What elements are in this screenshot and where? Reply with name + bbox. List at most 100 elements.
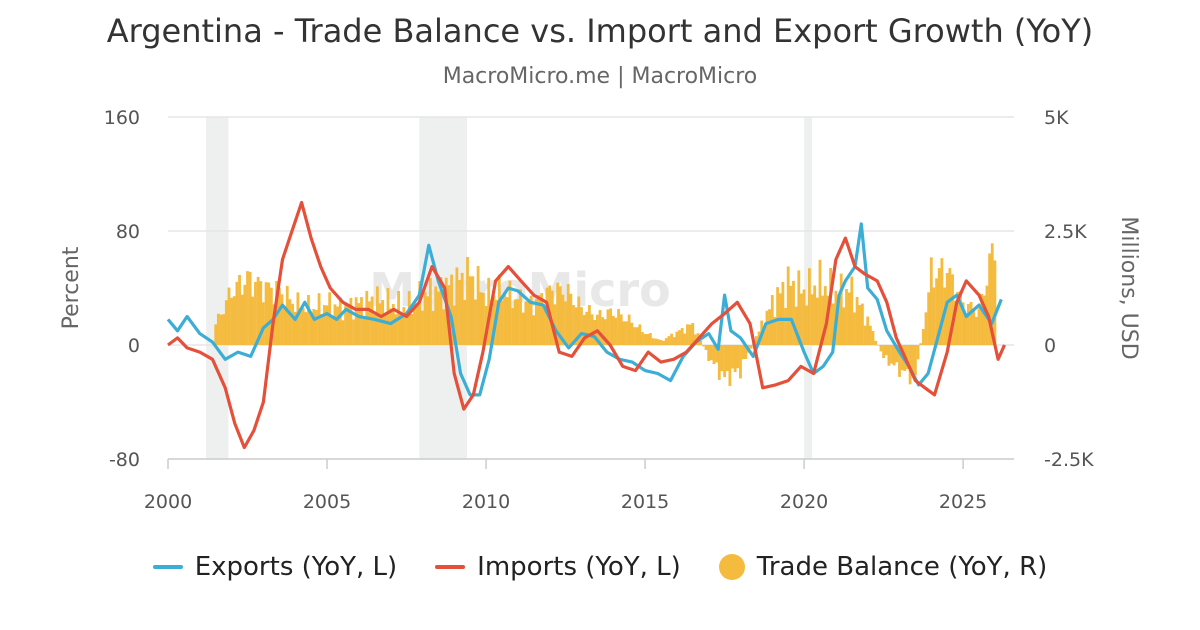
trade-balance-bar	[301, 308, 305, 345]
trade-balance-bar	[882, 345, 886, 359]
trade-balance-bar	[569, 293, 573, 345]
x-tick-label: 2000	[144, 491, 192, 513]
trade-balance-bar	[712, 345, 716, 364]
trade-balance-bar	[566, 284, 570, 345]
trade-balance-bar	[264, 282, 268, 345]
trade-balance-bar	[386, 288, 390, 345]
trade-balance-bar	[879, 345, 883, 352]
trade-balance-bar	[643, 334, 647, 345]
trade-balance-bar	[535, 299, 538, 345]
trade-balance-bar	[280, 294, 284, 345]
trade-balance-bar	[617, 309, 620, 345]
trade-balance-bar	[588, 305, 591, 345]
trade-balance-bar	[293, 311, 297, 345]
left-tick-label: 160	[104, 107, 140, 129]
trade-balance-bar	[556, 282, 560, 345]
trade-balance-bar	[492, 295, 496, 345]
trade-balance-bar	[352, 319, 355, 345]
exports-line-swatch	[152, 565, 183, 569]
trade-balance-bar	[953, 300, 957, 345]
right-axis-title: Millions, USD	[1116, 216, 1141, 359]
trade-balance-dot-swatch	[718, 554, 745, 580]
trade-balance-bar	[460, 272, 464, 345]
legend-item-exports[interactable]: Exports (YoY, L)	[152, 552, 397, 582]
legend-item-trade-balance[interactable]: Trade Balance (YoY, R)	[718, 552, 1047, 582]
trade-balance-bar	[582, 314, 586, 345]
trade-balance-bar	[558, 286, 562, 345]
trade-balance-bar	[906, 345, 909, 370]
trade-balance-bar	[911, 345, 915, 374]
trade-balance-bar	[717, 345, 721, 380]
trade-balance-bar	[336, 306, 340, 345]
trade-balance-bar	[601, 317, 605, 345]
trade-balance-bar	[683, 333, 687, 345]
trade-balance-bar	[224, 300, 228, 345]
trade-balance-bar	[686, 324, 689, 345]
trade-balance-bar	[715, 345, 719, 363]
trade-balance-bar	[651, 338, 655, 345]
trade-balance-bar	[609, 308, 613, 345]
axes: 160 80 0 -80 5K 2.5K 0 -2.5K 2000 2005 2010 2015 202…	[104, 107, 1094, 513]
trade-balance-bar	[299, 307, 302, 345]
trade-balance-bar	[354, 297, 358, 345]
trade-balance-bar	[887, 345, 891, 366]
legend-label: Imports (YoY, L)	[477, 552, 681, 582]
trade-balance-bar	[529, 295, 533, 345]
trade-balance-bar	[919, 343, 923, 345]
trade-balance-bar	[815, 297, 819, 345]
x-tick-label: 2010	[462, 491, 510, 513]
trade-balance-bar	[927, 292, 931, 345]
trade-balance-bar	[580, 307, 583, 345]
trade-balance-bar	[338, 297, 342, 345]
trade-balance-bar	[699, 340, 703, 345]
trade-balance-bar	[434, 286, 438, 345]
trade-balance-bar	[476, 266, 480, 345]
trade-balance-bar	[468, 276, 472, 345]
right-tick-label: -2.5K	[1044, 449, 1094, 471]
trade-balance-bar	[240, 294, 244, 345]
trade-balance-bar	[458, 279, 461, 345]
trade-balance-bar	[648, 333, 652, 345]
trade-balance-bar	[781, 281, 785, 345]
trade-balance-bar	[370, 296, 374, 345]
trade-balance-bar	[937, 268, 941, 345]
trade-balance-bar	[868, 325, 872, 345]
trade-balance-bar	[251, 296, 255, 345]
trade-balance-bar	[723, 345, 726, 378]
trade-balance-bar	[908, 345, 912, 385]
trade-balance-bar	[794, 306, 798, 345]
trade-balance-bar	[577, 296, 581, 345]
trade-balance-bar	[357, 303, 361, 345]
trade-balance-bar	[611, 315, 615, 345]
trade-balance-bar	[521, 312, 525, 345]
trade-balance-bar	[633, 327, 636, 345]
trade-balance-bar	[585, 311, 589, 345]
trade-balance-bar	[243, 284, 247, 345]
trade-balance-bar	[442, 309, 446, 345]
trade-balance-bar	[625, 321, 628, 345]
trade-balance-bar	[935, 278, 939, 345]
trade-balance-bar	[259, 281, 263, 345]
trade-balance-bar	[269, 287, 273, 345]
trade-balance-bar	[606, 309, 610, 345]
trade-balance-bar	[505, 297, 509, 345]
right-tick-label: 0	[1044, 335, 1056, 357]
trade-balance-bar	[765, 310, 769, 345]
trade-balance-bar	[291, 303, 294, 345]
trade-balance-bar	[230, 297, 234, 345]
trade-balance-bar	[664, 338, 668, 345]
trade-balance-bar	[413, 300, 416, 345]
trade-balance-bar	[688, 324, 692, 345]
trade-balance-bar	[545, 287, 549, 345]
trade-balance-bar	[662, 340, 666, 345]
trade-balance-bar	[736, 345, 740, 369]
trade-balance-bar	[415, 304, 419, 345]
trade-balance-bar	[511, 307, 514, 345]
legend-item-imports[interactable]: Imports (YoY, L)	[435, 552, 681, 582]
trade-balance-bar	[383, 314, 387, 345]
series-lines	[166, 200, 1006, 450]
trade-balance-bar	[238, 274, 241, 345]
x-tick-label: 2015	[621, 491, 669, 513]
trade-balance-bar	[691, 323, 695, 345]
trade-balance-bar	[964, 313, 968, 345]
